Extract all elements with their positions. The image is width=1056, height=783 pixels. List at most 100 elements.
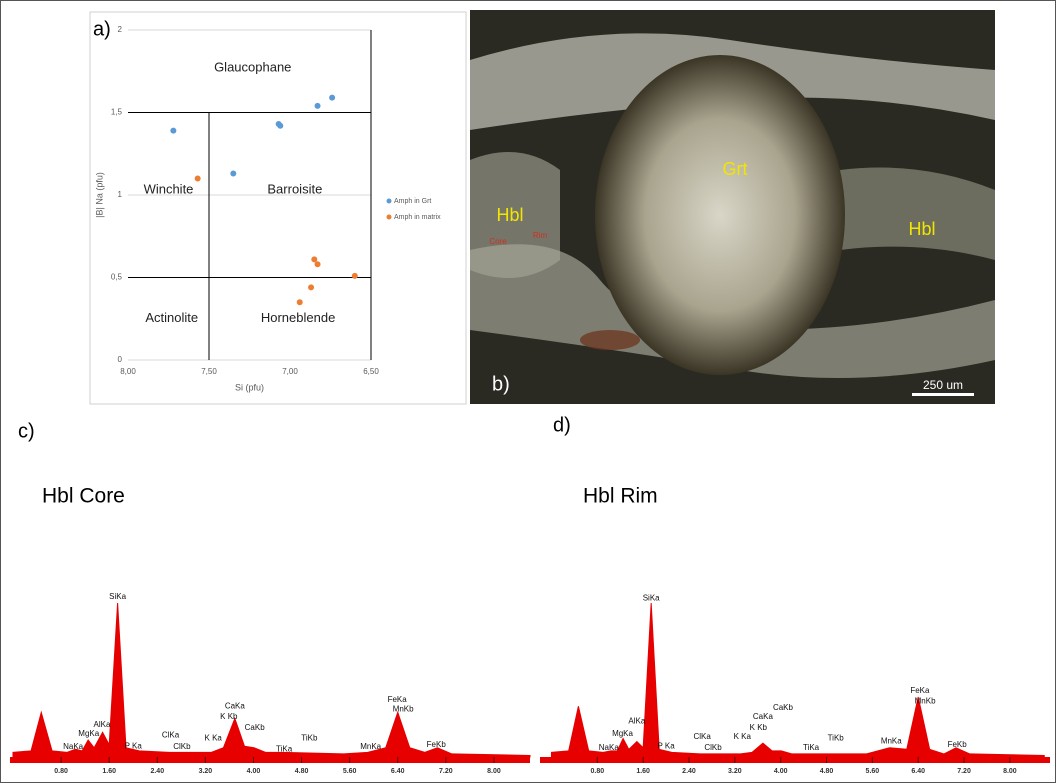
spectrum-axis	[540, 757, 1050, 763]
peak-label: NaKa	[63, 742, 84, 751]
point	[315, 261, 321, 267]
x-tick-label: 7,00	[282, 367, 298, 376]
photo-label: Core	[489, 237, 507, 246]
peak-label: FeKa	[910, 686, 930, 695]
point	[315, 103, 321, 109]
photo-label: Rim	[533, 231, 548, 240]
scale-bar	[912, 393, 974, 396]
point	[277, 123, 283, 129]
spectrum-axis	[10, 757, 530, 763]
peak-label: CaKa	[225, 701, 246, 710]
x-tick-label: 4.80	[295, 768, 309, 775]
y-tick-label: 2	[118, 25, 123, 34]
peak-label: CaKb	[773, 703, 794, 712]
peak-label: ClKa	[693, 732, 711, 741]
panel-label: b)	[492, 373, 510, 395]
legend-label: Amph in matrix	[394, 214, 441, 221]
x-tick-label: 7.20	[439, 768, 453, 775]
x-tick-label: 4.80	[820, 768, 834, 775]
photo-label: Hbl	[496, 205, 523, 225]
x-tick-label: 4.00	[247, 768, 261, 775]
spectrum-title: Hbl Rim	[583, 485, 658, 508]
peak-label: CaKa	[753, 712, 774, 721]
field-label: Actinolite	[145, 310, 198, 325]
x-tick-label: 7,50	[201, 367, 217, 376]
field-label: Winchite	[144, 181, 194, 196]
figure: a) 0 0,5 1 1,5 2 8,00 7,50 7,00 6,50 Si (pfu) |B| N…	[0, 0, 1056, 783]
page: a) 0 0,5 1 1,5 2 8,00 7,50 7,00 6,50 Si (pfu) |B| N…	[0, 0, 1056, 783]
x-tick-label: 3.20	[728, 768, 742, 775]
legend-marker	[387, 215, 392, 220]
peak-label: FeKb	[427, 740, 447, 749]
x-tick-label: 5.60	[866, 768, 880, 775]
y-tick-label: 1	[118, 190, 123, 199]
peak-label: MnKb	[915, 697, 936, 706]
point	[195, 176, 201, 182]
x-tick-label: 0.80	[54, 768, 68, 775]
x-tick-label: 0.80	[590, 768, 604, 775]
x-tick-label: 6.40	[911, 768, 925, 775]
x-tick-label: 7.20	[957, 768, 971, 775]
peak-label: MnKa	[881, 737, 902, 746]
peak-label: SiKa	[643, 593, 660, 602]
peak-label: AlKa	[94, 720, 111, 729]
legend-label: Amph in Grt	[394, 198, 431, 205]
x-tick-label: 5.60	[343, 768, 357, 775]
x-tick-label: 1.60	[102, 768, 116, 775]
peak-label: K Kb	[220, 712, 238, 721]
point	[352, 273, 358, 279]
peak-label: K Ka	[205, 734, 223, 743]
x-tick-label: 8.00	[487, 768, 501, 775]
x-tick-label: 6,50	[363, 367, 379, 376]
x-tick-label: 2.40	[150, 768, 164, 775]
point	[308, 284, 314, 290]
peak-label: MnKb	[393, 704, 414, 713]
peak-label: SiKa	[109, 592, 126, 601]
peak-label: ClKb	[704, 743, 722, 752]
garnet	[595, 55, 845, 375]
x-axis-title: Si (pfu)	[235, 382, 264, 392]
peak-label: K Kb	[750, 723, 768, 732]
field-label: Glaucophane	[214, 59, 291, 74]
y-tick-label: 1,5	[111, 108, 123, 117]
x-tick-label: 8,00	[120, 367, 136, 376]
point	[329, 95, 335, 101]
x-tick-label: 3.20	[199, 768, 213, 775]
panel-label: d)	[553, 414, 571, 436]
peak-label: CaKb	[245, 723, 266, 732]
peak-label: FeKb	[948, 740, 968, 749]
scale-bar-label: 250 um	[923, 378, 963, 392]
point	[230, 171, 236, 177]
peak-label: TiKb	[301, 734, 318, 743]
peak-label: ClKb	[173, 742, 191, 751]
x-tick-label: 2.40	[682, 768, 696, 775]
peak-label: ClKa	[162, 731, 180, 740]
y-tick-label: 0,5	[111, 273, 123, 282]
peak-label: MgKa	[78, 729, 99, 738]
peak-label: TiKa	[276, 744, 293, 753]
point	[170, 128, 176, 134]
peak-label: P Ka	[657, 741, 675, 750]
photo	[470, 10, 995, 404]
panel-label: c)	[18, 420, 35, 442]
peak-label: AlKa	[628, 717, 645, 726]
photo-label: Grt	[723, 159, 748, 179]
peak-label: MnKa	[360, 742, 381, 751]
spectrum-title: Hbl Core	[42, 485, 125, 508]
peak-label: TiKb	[828, 734, 845, 743]
field-label: Barroisite	[267, 181, 322, 196]
y-tick-label: 0	[118, 355, 123, 364]
x-tick-label: 8.00	[1003, 768, 1017, 775]
x-tick-label: 1.60	[636, 768, 650, 775]
peak-label: FeKa	[388, 695, 408, 704]
legend-marker	[387, 199, 392, 204]
peak-label: MgKa	[612, 729, 633, 738]
field-label: Horneblende	[261, 310, 335, 325]
panel-label: a)	[93, 18, 111, 40]
y-axis-title: |B| Na (pfu)	[94, 172, 104, 218]
x-tick-label: 4.00	[774, 768, 788, 775]
point	[311, 256, 317, 262]
point	[297, 299, 303, 305]
photo-label: Hbl	[908, 219, 935, 239]
peak-label: TiKa	[803, 743, 820, 752]
